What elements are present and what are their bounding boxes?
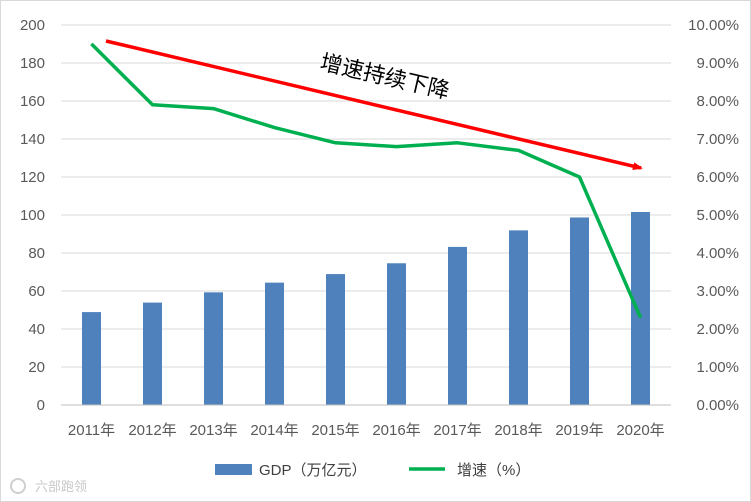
gdp-bar (448, 246, 467, 405)
x-tick-label: 2012年 (128, 422, 176, 439)
growth-line (90, 42, 643, 319)
gdp-bar (143, 302, 162, 405)
y-left-tick-label: 0 (37, 397, 45, 414)
gdp-bar (387, 263, 406, 405)
x-tick-label: 2019年 (555, 422, 603, 439)
y-right-tick-label: 1.00% (696, 359, 739, 376)
growth-point (579, 176, 580, 178)
legend: GDP（万亿元） 增速（%） (215, 462, 530, 479)
growth-point (396, 146, 397, 148)
gdp-bar (204, 292, 223, 405)
y-left-tick-label: 160 (20, 93, 45, 110)
growth-point (335, 142, 336, 144)
growth-point (274, 127, 275, 129)
growth-point (518, 149, 519, 151)
watermark-text: 六部跑领 (35, 480, 87, 495)
gdp-bar (265, 282, 284, 405)
growth-point (457, 142, 458, 144)
trend-arrow (105, 39, 643, 171)
y-right-tick-label: 5.00% (696, 207, 739, 224)
y-left-tick-label: 40 (28, 321, 45, 338)
x-tick-label: 2014年 (250, 422, 298, 439)
x-tick-label: 2015年 (311, 422, 359, 439)
y-left-tick-label: 140 (20, 131, 45, 148)
watermark: 六部跑领 (10, 478, 87, 495)
x-tick-label: 2020年 (616, 422, 664, 439)
y-left-tick-label: 180 (20, 55, 45, 72)
y-right-tick-label: 6.00% (696, 169, 739, 186)
legend-swatch-gdp (215, 464, 252, 475)
x-tick-label: 2011年 (68, 422, 115, 439)
y-right-tick-label: 10.00% (688, 17, 739, 34)
growth-point (213, 108, 214, 110)
y-left-tick-label: 200 (20, 17, 45, 34)
y-right-tick-label: 2.00% (696, 321, 739, 338)
y-left-tick-label: 80 (28, 245, 45, 262)
y-left-tick-label: 120 (20, 169, 45, 186)
growth-line-group (90, 42, 643, 319)
y-right-tick-label: 4.00% (696, 245, 739, 262)
annotation: 增速持续下降 (105, 39, 643, 171)
gdp-bar (570, 217, 589, 405)
y-right-tick-label: 9.00% (696, 55, 739, 72)
x-axis: 2011年 2012年 2013年 2014年 2015年 2016年 2017年 2018年… (61, 404, 671, 439)
gdp-bar (631, 211, 650, 405)
watermark-logo-icon (10, 478, 26, 494)
right-y-axis: 0.00% 1.00% 2.00% 3.00% 4.00% 5.00% 6.00% 7.00%… (688, 17, 739, 414)
gdp-bar (509, 230, 528, 405)
x-tick-label: 2016年 (372, 422, 420, 439)
legend-label-growth: 增速（%） (457, 462, 530, 479)
x-tick-label: 2017年 (433, 422, 481, 439)
y-right-tick-label: 0.00% (696, 397, 739, 414)
x-tick-label: 2013年 (189, 422, 237, 439)
growth-point (640, 317, 641, 319)
y-left-tick-label: 100 (20, 207, 45, 224)
gdp-bar (326, 274, 345, 405)
gdp-bars (82, 211, 650, 405)
growth-point (152, 104, 153, 106)
y-left-tick-label: 60 (28, 283, 45, 300)
y-right-tick-label: 8.00% (696, 93, 739, 110)
y-right-tick-label: 7.00% (696, 131, 739, 148)
y-left-tick-label: 20 (28, 359, 45, 376)
left-y-axis: 0 20 40 60 80 100 120 140 160 180 200 (20, 17, 45, 414)
x-tick-label: 2018年 (494, 422, 542, 439)
y-right-tick-label: 3.00% (696, 283, 739, 300)
growth-point (91, 43, 92, 45)
legend-label-gdp: GDP（万亿元） (259, 462, 367, 479)
gdp-bar (82, 312, 101, 405)
